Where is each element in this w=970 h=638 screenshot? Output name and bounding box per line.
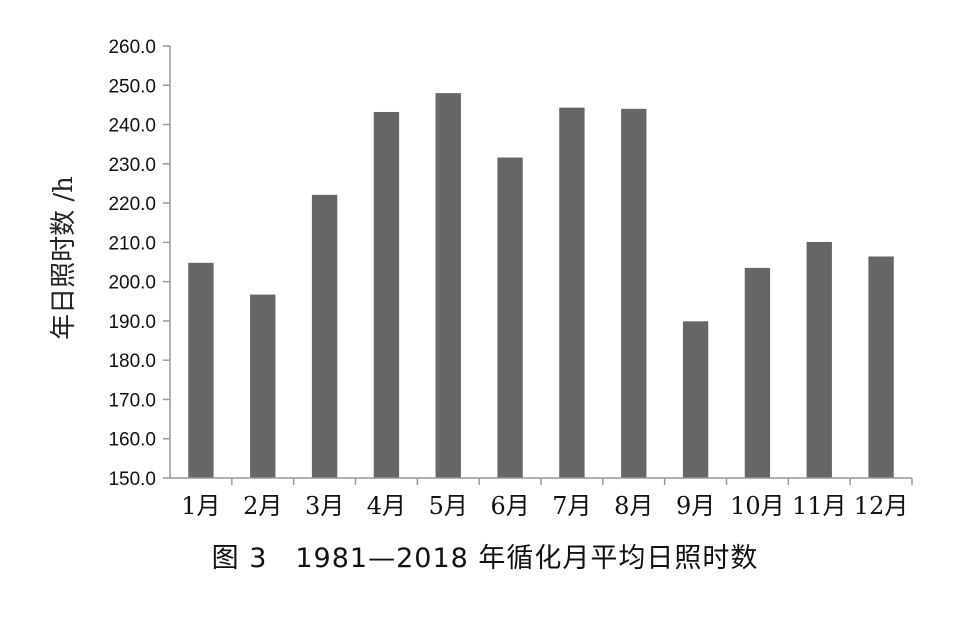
- y-tick-label: 160.0: [108, 430, 156, 451]
- x-tick-label: 3月: [305, 492, 344, 520]
- bar-1: [188, 262, 214, 478]
- bar-11: [806, 241, 832, 478]
- x-tick-label: 5月: [429, 492, 468, 520]
- y-axis-label: 年日照时数 /h: [49, 176, 79, 340]
- x-tick-label: 2月: [243, 492, 282, 520]
- bars: [188, 93, 894, 479]
- bar-5: [435, 93, 461, 479]
- y-tick-label: 190.0: [108, 312, 156, 333]
- x-tick-label: 11月: [792, 492, 847, 520]
- x-tick-label: 9月: [676, 492, 715, 520]
- bar-4: [373, 111, 400, 478]
- bar-6: [497, 157, 523, 478]
- y-tick-label: 240.0: [108, 116, 156, 137]
- y-tick-label: 250.0: [108, 76, 156, 97]
- y-tick-label: 200.0: [108, 273, 156, 294]
- y-tick-label: 230.0: [108, 155, 156, 176]
- x-tick-label: 10月: [730, 492, 785, 520]
- y-tick-label: 170.0: [108, 390, 156, 411]
- x-tick-label: 8月: [614, 492, 653, 520]
- x-tick-label: 6月: [490, 492, 529, 520]
- bar-12: [868, 256, 894, 478]
- bar-10: [744, 267, 771, 478]
- bar-2: [250, 294, 276, 478]
- x-tick-label: 12月: [854, 492, 909, 520]
- y-tick-label: 220.0: [108, 194, 156, 215]
- x-tick-label: 4月: [367, 492, 406, 520]
- bar-8: [621, 108, 647, 478]
- bar-7: [559, 107, 585, 479]
- y-tick-label: 210.0: [108, 233, 156, 254]
- y-axis: 150.0 160.0 170.0 180.0 190.0 200.0 210.0 220.0…: [108, 37, 170, 490]
- y-tick-label: 180.0: [108, 351, 156, 372]
- x-axis: 1月 2月 3月 4月 5月 6月 7月 8月 9月 10月 11月 12月: [181, 478, 913, 520]
- figure-caption: 图 3 1981—2018 年循化月平均日照时数: [211, 543, 759, 574]
- x-tick-label: 1月: [181, 492, 220, 520]
- x-tick-label: 7月: [552, 492, 591, 520]
- bar-9: [682, 321, 709, 478]
- y-tick-label: 150.0: [108, 469, 156, 490]
- bar-3: [311, 194, 338, 479]
- y-tick-label: 260.0: [108, 37, 156, 58]
